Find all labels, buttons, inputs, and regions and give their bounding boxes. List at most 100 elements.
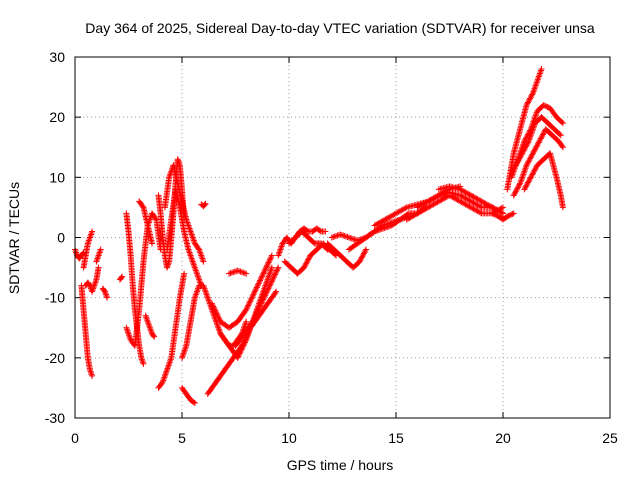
data-point xyxy=(234,267,241,274)
data-point xyxy=(268,278,275,285)
data-point xyxy=(101,287,108,294)
data-point xyxy=(235,353,242,360)
data-point xyxy=(237,268,244,275)
data-point xyxy=(262,292,269,299)
data-point xyxy=(532,164,539,171)
data-point xyxy=(140,360,147,367)
data-point xyxy=(139,203,146,210)
data-point xyxy=(249,318,256,325)
data-point xyxy=(362,247,369,254)
data-point xyxy=(374,227,381,234)
data-point xyxy=(247,296,254,303)
data-point xyxy=(89,372,96,379)
data-point xyxy=(190,399,197,406)
data-point xyxy=(269,277,276,284)
data-point xyxy=(511,191,518,198)
data-point xyxy=(540,102,547,109)
data-point xyxy=(264,260,271,267)
y-tick-label: 10 xyxy=(49,169,65,185)
data-point xyxy=(370,229,377,236)
data-point xyxy=(385,223,392,230)
data-point xyxy=(248,295,255,302)
data-point xyxy=(303,259,310,266)
data-point xyxy=(523,134,530,141)
data-point xyxy=(237,347,244,354)
data-point xyxy=(380,225,387,232)
data-point xyxy=(512,188,519,195)
data-point xyxy=(273,267,280,274)
data-point xyxy=(358,254,365,261)
y-tick-label: 30 xyxy=(49,49,65,65)
data-point xyxy=(304,257,311,264)
data-point xyxy=(512,189,519,196)
data-point xyxy=(558,119,565,126)
data-point xyxy=(266,284,273,291)
data-point xyxy=(267,281,274,288)
data-point xyxy=(434,193,441,200)
data-point xyxy=(500,204,506,211)
data-point xyxy=(245,302,252,309)
data-point xyxy=(523,182,530,189)
data-point xyxy=(234,354,241,361)
data-point xyxy=(500,210,506,217)
data-point xyxy=(152,215,159,222)
y-tick-label: -30 xyxy=(45,410,65,426)
data-point xyxy=(522,144,529,151)
data-point xyxy=(524,179,531,186)
data-point xyxy=(536,138,543,145)
data-point xyxy=(246,299,253,306)
data-point xyxy=(256,278,263,285)
data-point xyxy=(264,288,271,295)
data-point xyxy=(524,99,531,106)
data-point xyxy=(522,183,529,190)
data-point xyxy=(375,226,382,233)
data-point xyxy=(351,236,358,243)
data-point xyxy=(334,232,341,239)
data-point xyxy=(517,154,524,161)
data-point xyxy=(255,306,262,313)
data-point xyxy=(118,274,125,281)
data-point xyxy=(214,311,221,318)
data-point xyxy=(512,162,519,169)
data-point xyxy=(226,270,233,277)
data-point xyxy=(209,302,216,309)
data-point xyxy=(257,276,264,283)
data-point xyxy=(377,226,384,233)
data-point xyxy=(243,306,250,313)
data-point xyxy=(235,352,242,359)
data-point xyxy=(256,304,263,311)
data-point xyxy=(260,269,267,276)
data-point xyxy=(523,142,530,149)
data-point xyxy=(270,275,277,282)
axis-ticks: 0 5 10 15 20 25 -30 -20 -10 0 10 20 30 xyxy=(45,49,618,446)
data-point xyxy=(86,281,93,288)
data-point xyxy=(230,269,237,276)
data-point xyxy=(242,338,249,345)
data-point xyxy=(202,200,209,207)
data-point xyxy=(149,240,156,247)
data-point xyxy=(273,268,280,275)
data-point xyxy=(119,273,126,280)
data-point xyxy=(527,154,534,161)
data-point xyxy=(527,95,534,102)
data-point xyxy=(272,289,279,296)
data-point xyxy=(238,346,245,353)
plot-frame xyxy=(74,56,611,419)
data-point xyxy=(243,318,250,325)
data-point xyxy=(216,315,223,322)
data-point xyxy=(387,222,394,229)
data-point xyxy=(268,252,275,259)
data-point xyxy=(158,380,165,387)
data-point xyxy=(104,294,111,301)
data-point xyxy=(505,212,512,219)
data-point xyxy=(515,183,522,190)
data-point xyxy=(526,177,533,184)
y-axis-label: SDTVAR / TECUs xyxy=(6,182,22,294)
data-point xyxy=(195,245,202,252)
data-point xyxy=(213,310,220,317)
data-point xyxy=(243,305,250,312)
data-point xyxy=(250,317,257,324)
data-point xyxy=(498,209,505,216)
data-point xyxy=(333,232,340,239)
data-point xyxy=(244,303,251,310)
